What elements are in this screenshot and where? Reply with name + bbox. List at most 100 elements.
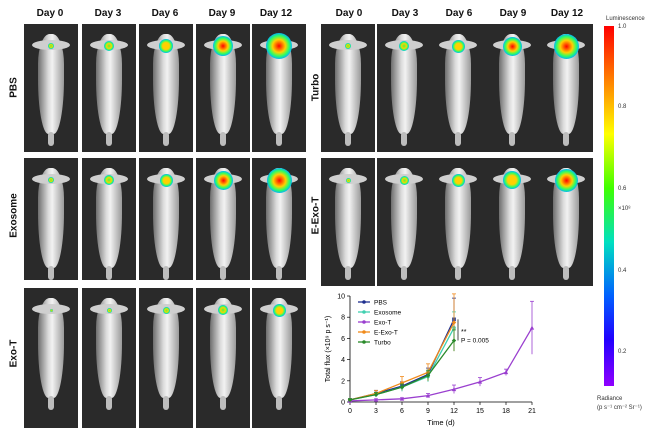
data-point — [529, 325, 535, 330]
legend-marker — [362, 340, 366, 344]
y-tick-label: 6 — [341, 336, 345, 343]
data-point — [347, 397, 353, 403]
mouse-silhouette — [32, 298, 70, 410]
luminescence-spot — [266, 167, 292, 193]
day-label: Day 6 — [445, 8, 473, 19]
luminescence-spot — [106, 307, 112, 313]
mouse-silhouette — [32, 168, 70, 280]
mouse-image-panel — [252, 24, 306, 152]
data-point — [373, 392, 379, 397]
colorbar-tick: 0.2 — [618, 349, 627, 355]
mouse-image-panel — [139, 24, 193, 152]
data-point — [451, 338, 457, 343]
mouse-image-panel — [539, 24, 593, 152]
luminescence-spot — [162, 306, 170, 314]
luminescence-spot — [554, 168, 578, 192]
colorbar-unit: (p s⁻¹ cm⁻² Sr⁻¹) — [597, 405, 642, 411]
mouse-image-panel — [196, 288, 250, 428]
luminescence-spot — [345, 177, 351, 183]
y-tick-label: 8 — [341, 315, 345, 322]
legend-label: Exo-T — [374, 319, 391, 326]
group-label-e-exo-t: E-Exo-T — [310, 196, 322, 235]
data-point — [399, 384, 405, 390]
mouse-image-panel — [139, 288, 193, 428]
mouse-image-panel — [82, 288, 136, 428]
luminescence-spot — [159, 39, 173, 53]
mouse-image-panel — [321, 158, 375, 286]
luminescence-spot — [399, 41, 409, 51]
legend-label: PBS — [374, 299, 388, 306]
group-label-exo-t: Exo-T — [8, 339, 20, 368]
mouse-image-panel — [24, 24, 78, 152]
day-label: Day 9 — [208, 8, 236, 19]
colorbar-title: Luminescence — [606, 16, 645, 22]
mouse-image-panel — [252, 288, 306, 428]
y-tick-label: 2 — [341, 378, 345, 385]
mouse-silhouette — [90, 298, 128, 410]
luminescence-spot — [213, 36, 233, 56]
luminescence-spot — [213, 170, 233, 190]
x-tick-label: 12 — [450, 408, 458, 415]
day-label: Day 3 — [94, 8, 122, 19]
x-tick-label: 3 — [374, 408, 378, 415]
luminescence-spot — [345, 43, 351, 49]
mouse-image-panel — [431, 158, 485, 286]
x-axis-label: Time (d) — [427, 418, 455, 427]
mouse-image-panel — [196, 24, 250, 152]
colorbar-unit-title: Radiance — [597, 396, 623, 402]
mouse-image-panel — [24, 158, 78, 280]
group-label-exosome: Exosome — [8, 193, 20, 238]
luminescence-spot — [49, 308, 53, 312]
p-value: P = 0.005 — [461, 338, 489, 345]
mouse-image-panel — [485, 158, 539, 286]
luminescence-spot — [104, 175, 114, 185]
legend-label: Turbo — [374, 339, 391, 346]
mouse-image-panel — [252, 158, 306, 280]
legend-label: Exosome — [374, 309, 401, 316]
mouse-image-panel — [82, 158, 136, 280]
luminescence-spot — [553, 33, 579, 59]
colorbar-tick: 0.6 — [618, 186, 627, 192]
mouse-image-panel — [139, 158, 193, 280]
luminescence-spot — [399, 175, 409, 185]
mouse-image-panel — [377, 158, 431, 286]
x-tick-label: 21 — [528, 408, 536, 415]
legend-marker — [362, 310, 366, 314]
data-point — [399, 380, 405, 386]
mouse-image-panel — [24, 288, 78, 428]
y-tick-label: 4 — [341, 357, 345, 364]
data-point — [503, 370, 509, 375]
data-point — [477, 379, 483, 384]
series-line-exo-t — [349, 327, 533, 402]
mouse-image-panel — [539, 158, 593, 286]
mouse-silhouette — [329, 34, 367, 146]
group-label-pbs: PBS — [8, 77, 20, 98]
data-point — [425, 373, 431, 378]
luminescence-spot — [451, 39, 465, 53]
y-axis-label: Total flux (×10⁹ p s⁻¹) — [325, 316, 332, 382]
luminescence-spot — [266, 33, 292, 59]
day-label: Day 12 — [550, 8, 584, 19]
luminescence-spot — [272, 303, 286, 317]
flux-line-chart: 0 3 6 9 12 15 18 21 0 2 4 6 8 10 Time (d) Total flux (×… — [325, 293, 536, 427]
colorbar-tick: 0.4 — [618, 268, 627, 274]
mouse-image-panel — [196, 158, 250, 280]
data-point — [451, 320, 457, 325]
day-label: Day 0 — [36, 8, 64, 19]
mouse-image-panel — [321, 24, 375, 152]
day-label: Day 12 — [259, 8, 293, 19]
day-label: Day 3 — [391, 8, 419, 19]
colorbar-tick: 1.0 — [618, 24, 627, 30]
mouse-image-panel — [485, 24, 539, 152]
luminescence-spot — [451, 173, 465, 187]
data-point — [451, 387, 457, 392]
mouse-image-panel — [82, 24, 136, 152]
x-tick-label: 6 — [400, 408, 404, 415]
luminescence-spot — [502, 36, 522, 56]
luminescence-spot — [48, 43, 54, 49]
legend-marker — [362, 320, 366, 324]
legend-marker — [362, 330, 366, 334]
legend-marker — [362, 300, 366, 304]
mouse-silhouette — [329, 168, 367, 280]
colorbar — [604, 26, 614, 386]
